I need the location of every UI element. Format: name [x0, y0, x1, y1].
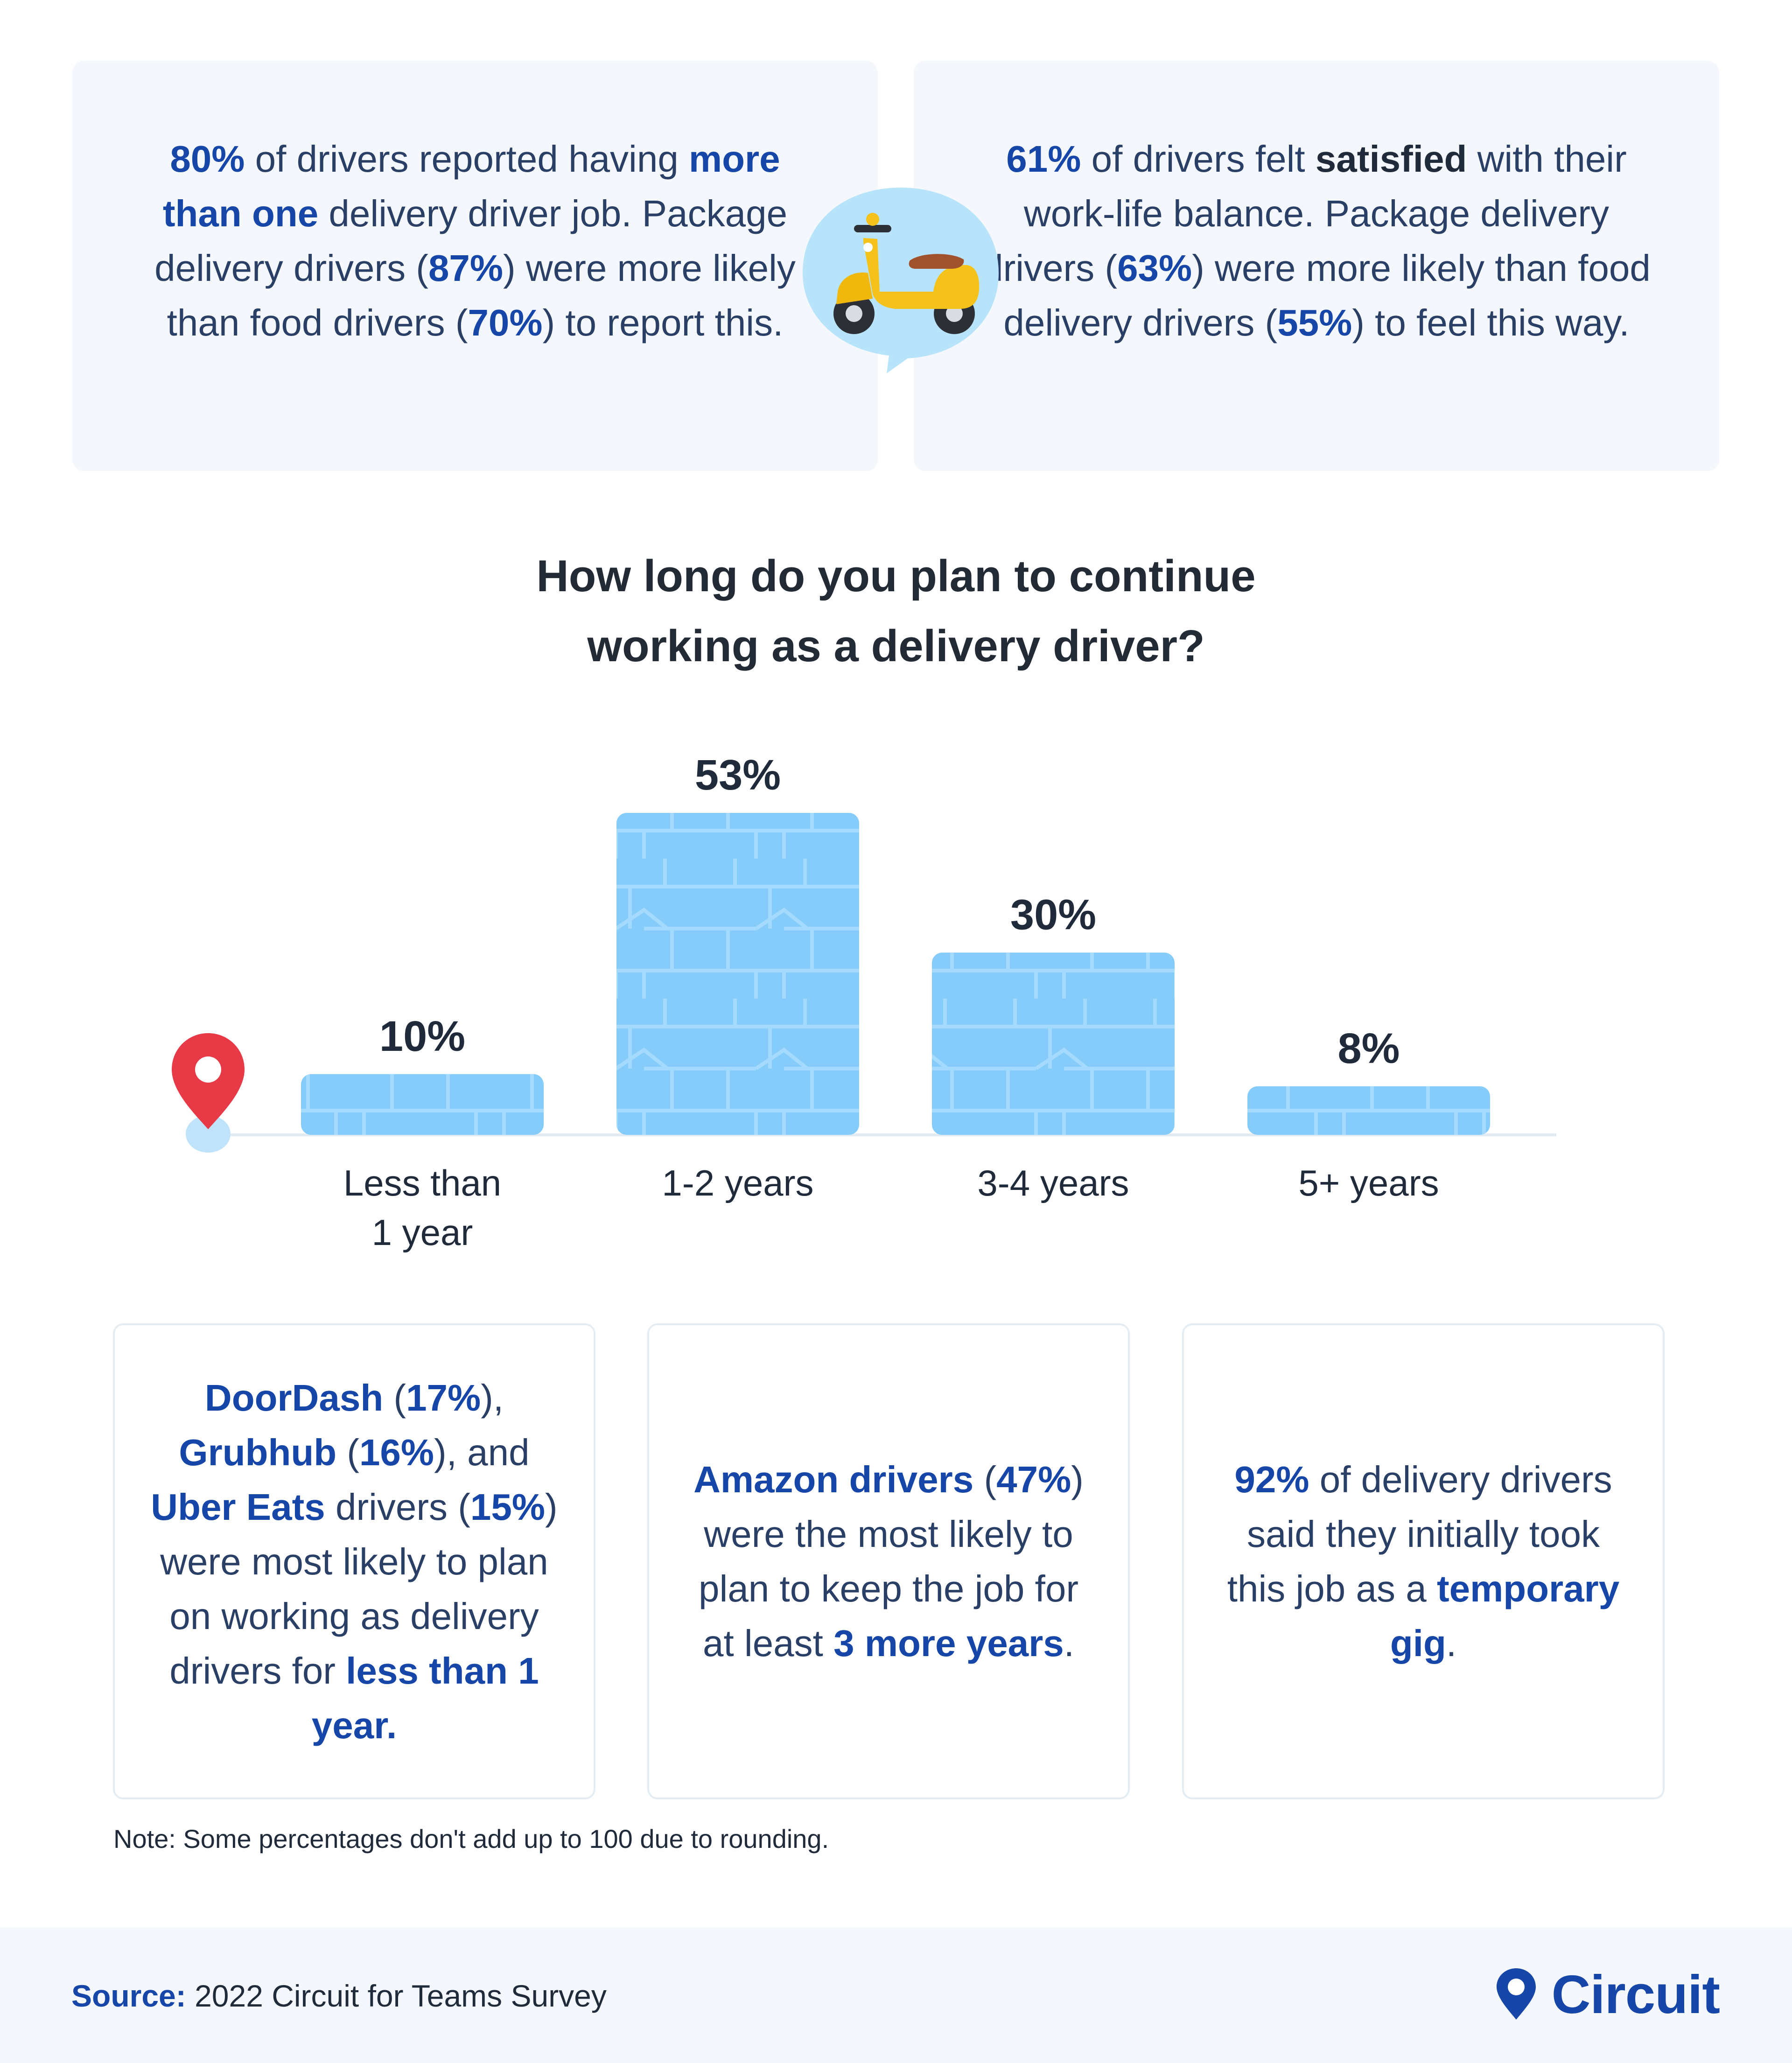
- stat-highlight: more than one: [162, 138, 780, 234]
- card-text-run: ), and: [434, 1431, 530, 1473]
- card-highlight: Grubhub: [179, 1431, 337, 1473]
- card-text-run: (: [383, 1377, 406, 1419]
- card-text-run: .: [1064, 1622, 1075, 1664]
- card-highlight: 47%: [996, 1459, 1071, 1500]
- chart-title-line: working as a delivery driver?: [587, 621, 1205, 671]
- stat-text: ) to report this.: [542, 302, 784, 343]
- insight-card-text: Amazon drivers (47%) were the most likel…: [649, 1452, 1128, 1671]
- bar-chart: 10% Less than 1 year 53% 1-2 years 30% 3-4 yea…: [172, 751, 1556, 1253]
- source-citation: Source: 2022 Circuit for Teams Survey: [71, 1978, 607, 2014]
- card-highlight: Amazon drivers: [693, 1459, 974, 1500]
- footnote: Note: Some percentages don't add up to 1…: [113, 1824, 829, 1853]
- stat-text: of drivers felt: [1081, 138, 1316, 180]
- card-text-run: .: [1446, 1622, 1457, 1664]
- insight-card-text: DoorDash (17%), Grubhub (16%), and Uber …: [115, 1371, 594, 1753]
- stat-panel-right: 61% of drivers felt satisfied with their…: [914, 61, 1719, 471]
- bar-value-label-3: 8%: [1338, 1025, 1400, 1072]
- stat-text: ) to feel this way.: [1352, 302, 1630, 343]
- stat-highlight: 87%: [428, 247, 504, 289]
- category-label-2: 3-4 years: [977, 1162, 1129, 1203]
- insight-card-text: 92% of delivery drivers said they initia…: [1184, 1452, 1663, 1671]
- stat-panel-left-text: 80% of drivers reported having more than…: [72, 132, 878, 350]
- brand-logo: Circuit: [1494, 1964, 1720, 2025]
- category-label-3: 5+ years: [1298, 1162, 1439, 1203]
- stat-highlight: 55%: [1277, 302, 1352, 343]
- stat-text: of drivers reported having: [245, 138, 689, 180]
- card-highlight: 92%: [1234, 1459, 1309, 1500]
- chart-title-line: How long do you plan to continue: [536, 551, 1256, 601]
- card-highlight: temporary gig: [1390, 1568, 1620, 1664]
- category-label-1: 1-2 years: [662, 1162, 813, 1203]
- card-highlight: 15%: [470, 1486, 546, 1528]
- insight-card-3: 92% of delivery drivers said they initia…: [1182, 1323, 1665, 1799]
- category-label-0: 1 year: [372, 1212, 473, 1253]
- bar-pattern-2: [932, 952, 1175, 1135]
- bar-pattern-3: [1247, 1086, 1490, 1135]
- stat-highlight: 63%: [1117, 247, 1192, 289]
- card-highlight: less than 1 year.: [311, 1650, 539, 1746]
- chart-title: How long do you plan to continue working…: [0, 541, 1792, 681]
- card-highlight: 3 more years: [833, 1622, 1064, 1664]
- location-pin-icon: [1496, 1968, 1536, 2020]
- card-highlight: 16%: [359, 1431, 434, 1473]
- bar-value-label-2: 30%: [1010, 891, 1096, 938]
- category-label-0: Less than: [343, 1162, 501, 1203]
- card-text-run: ) were the most likely to plan to keep t…: [699, 1459, 1084, 1664]
- bar-value-label-0: 10%: [379, 1013, 465, 1060]
- stat-highlight: 70%: [468, 302, 543, 343]
- footer: Source: 2022 Circuit for Teams Survey Ci…: [0, 1928, 1792, 2063]
- stat-text: delivery driver job. Package delivery dr…: [154, 193, 788, 289]
- insight-card-2: Amazon drivers (47%) were the most likel…: [647, 1323, 1130, 1799]
- card-text-run: ),: [481, 1377, 504, 1419]
- stat-text: ) were more likely than food drivers (: [167, 247, 796, 343]
- stat-highlight: 61%: [1006, 138, 1081, 180]
- card-text-run: of delivery drivers said they initially …: [1227, 1459, 1612, 1609]
- card-highlight: 17%: [406, 1377, 481, 1419]
- card-text-run: ) were most likely to plan on working as…: [160, 1486, 558, 1692]
- stat-highlight: 80%: [170, 138, 245, 180]
- brand-name: Circuit: [1551, 1964, 1720, 2025]
- stat-panel-right-text: 61% of drivers felt satisfied with their…: [914, 132, 1719, 350]
- card-highlight: DoorDash: [204, 1377, 384, 1419]
- card-highlight: Uber Eats: [151, 1486, 325, 1528]
- bar-value-label-1: 53%: [695, 751, 781, 799]
- stat-text: with their work-life balance. Package de…: [982, 138, 1627, 289]
- scooter-icon: [803, 188, 999, 373]
- card-text-run: (: [336, 1431, 359, 1473]
- stat-text: ) were more likely than food delivery dr…: [1003, 247, 1651, 343]
- stat-highlight: satisfied: [1315, 138, 1467, 180]
- card-text-run: drivers (: [325, 1486, 470, 1528]
- source-text: 2022 Circuit for Teams Survey: [186, 1979, 607, 2013]
- source-label: Source:: [71, 1979, 186, 2013]
- stat-panel-left: 80% of drivers reported having more than…: [72, 61, 878, 471]
- bar-pattern-0: [301, 1074, 544, 1135]
- map-pin-icon: [172, 1033, 245, 1153]
- card-text-run: (: [973, 1459, 997, 1500]
- insight-card-1: DoorDash (17%), Grubhub (16%), and Uber …: [113, 1323, 595, 1799]
- bar-pattern-1: [616, 813, 859, 1135]
